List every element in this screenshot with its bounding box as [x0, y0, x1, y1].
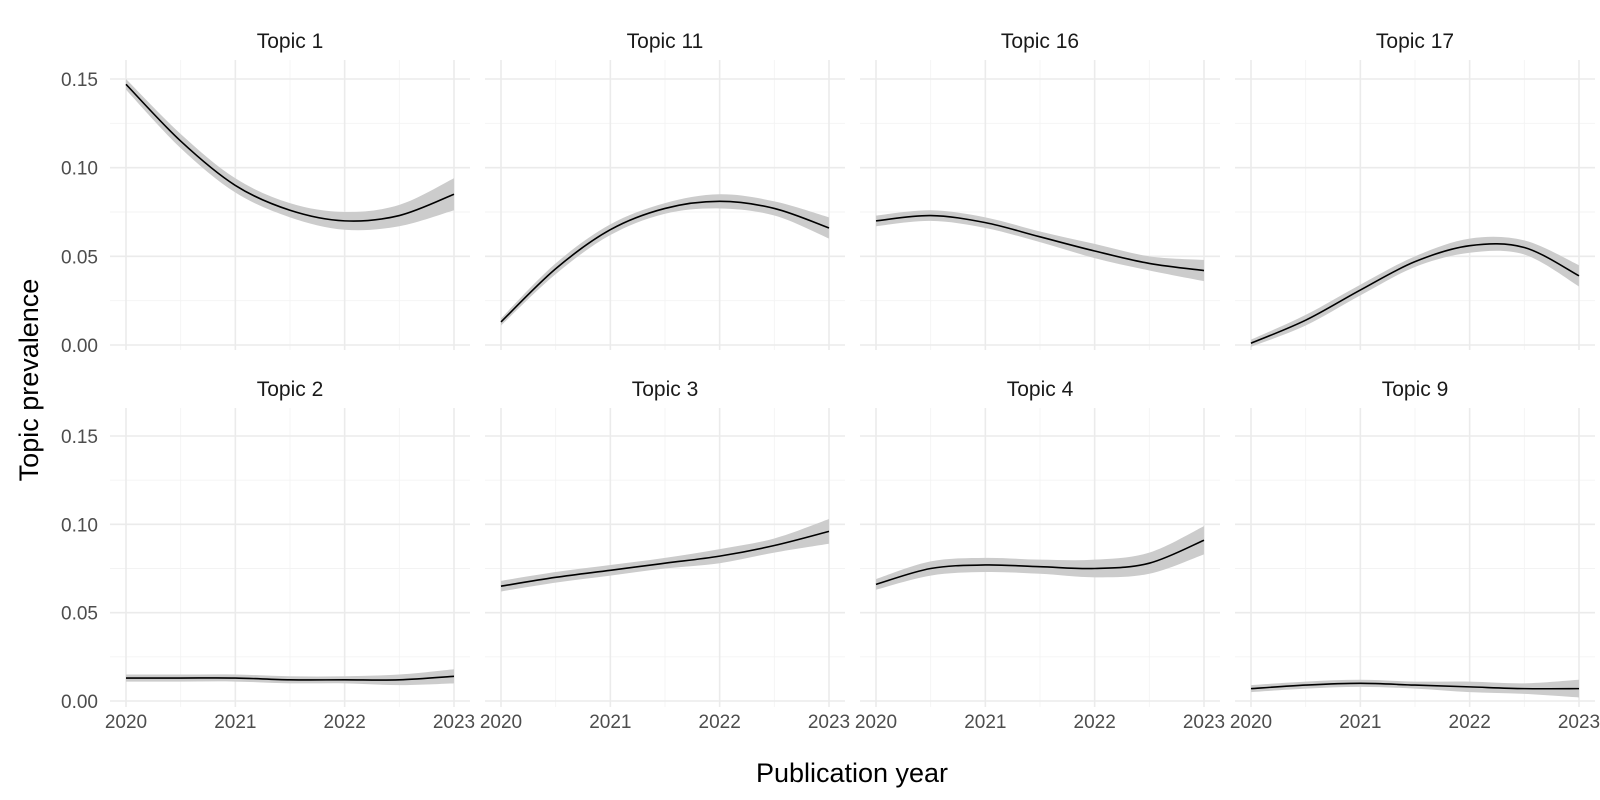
- y-tick-label: 0.05: [61, 247, 98, 268]
- x-tick-label: 2023: [1558, 712, 1600, 733]
- facet-title: Topic 1: [257, 30, 324, 53]
- facet-panel: Topic 3 2020 2021 2022 2023: [480, 378, 850, 733]
- facet-panel: Topic 4 2020 2021 2022 2023: [855, 378, 1225, 733]
- trend-line: [875, 214, 1205, 272]
- y-tick-label: 0.10: [61, 159, 98, 180]
- facet-title: Topic 3: [632, 378, 699, 401]
- x-tick-label: 2020: [1230, 712, 1272, 733]
- x-tick-label: 2023: [433, 712, 475, 733]
- facet-panel: Topic 16: [860, 30, 1220, 350]
- y-axis-title: Topic prevalence: [14, 279, 44, 482]
- x-tick-label: 2021: [1339, 712, 1381, 733]
- trend-line: [1250, 682, 1580, 690]
- y-tick-label: 0.00: [61, 336, 98, 357]
- x-tick-label: 2021: [964, 712, 1006, 733]
- facet-panel: Topic 1 0.00 0.05 0.10 0.15: [61, 30, 470, 357]
- facet-panel: Topic 9 2020 2021 2022 2023: [1230, 378, 1600, 733]
- confidence-band: [126, 669, 454, 686]
- trend-line: [500, 200, 830, 323]
- x-tick-label: 2023: [808, 712, 850, 733]
- facet-title: Topic 9: [1382, 378, 1449, 401]
- facet-title: Topic 4: [1007, 378, 1074, 401]
- facet-panel: Topic 11: [485, 30, 845, 350]
- facet-panels: Topic 1 0.00 0.05 0.10 0.15 Topic 11 Topic 16 T…: [61, 30, 1600, 733]
- y-tick-label: 0.15: [61, 427, 98, 448]
- facet-title: Topic 16: [1001, 30, 1079, 53]
- x-tick-label: 2020: [855, 712, 897, 733]
- y-tick-label: 0.05: [61, 604, 98, 625]
- confidence-band: [876, 210, 1204, 282]
- x-axis-title: Publication year: [756, 758, 948, 788]
- x-tick-label: 2022: [1074, 712, 1116, 733]
- x-tick-label: 2021: [214, 712, 256, 733]
- confidence-band: [126, 79, 454, 231]
- x-tick-label: 2020: [105, 712, 147, 733]
- confidence-band: [876, 526, 1204, 590]
- facet-title: Topic 17: [1376, 30, 1454, 53]
- trend-line: [125, 83, 455, 222]
- x-tick-label: 2022: [324, 712, 366, 733]
- trend-line: [1250, 243, 1580, 344]
- facet-title: Topic 2: [257, 378, 324, 401]
- trend-line: [500, 530, 830, 587]
- x-tick-label: 2022: [1449, 712, 1491, 733]
- confidence-band: [1251, 236, 1579, 347]
- trend-line: [125, 675, 455, 681]
- trend-line: [875, 539, 1205, 586]
- facet-panel: Topic 17: [1235, 30, 1595, 350]
- x-tick-label: 2022: [699, 712, 741, 733]
- x-tick-label: 2021: [589, 712, 631, 733]
- x-tick-label: 2023: [1183, 712, 1225, 733]
- x-tick-label: 2020: [480, 712, 522, 733]
- y-tick-label: 0.15: [61, 70, 98, 91]
- facet-title: Topic 11: [627, 30, 704, 53]
- y-tick-label: 0.10: [61, 515, 98, 536]
- facet-panel: Topic 2 0.00 0.05 0.10 0.15 2020 2021 2022 2023: [61, 378, 475, 733]
- y-tick-label: 0.00: [61, 692, 98, 713]
